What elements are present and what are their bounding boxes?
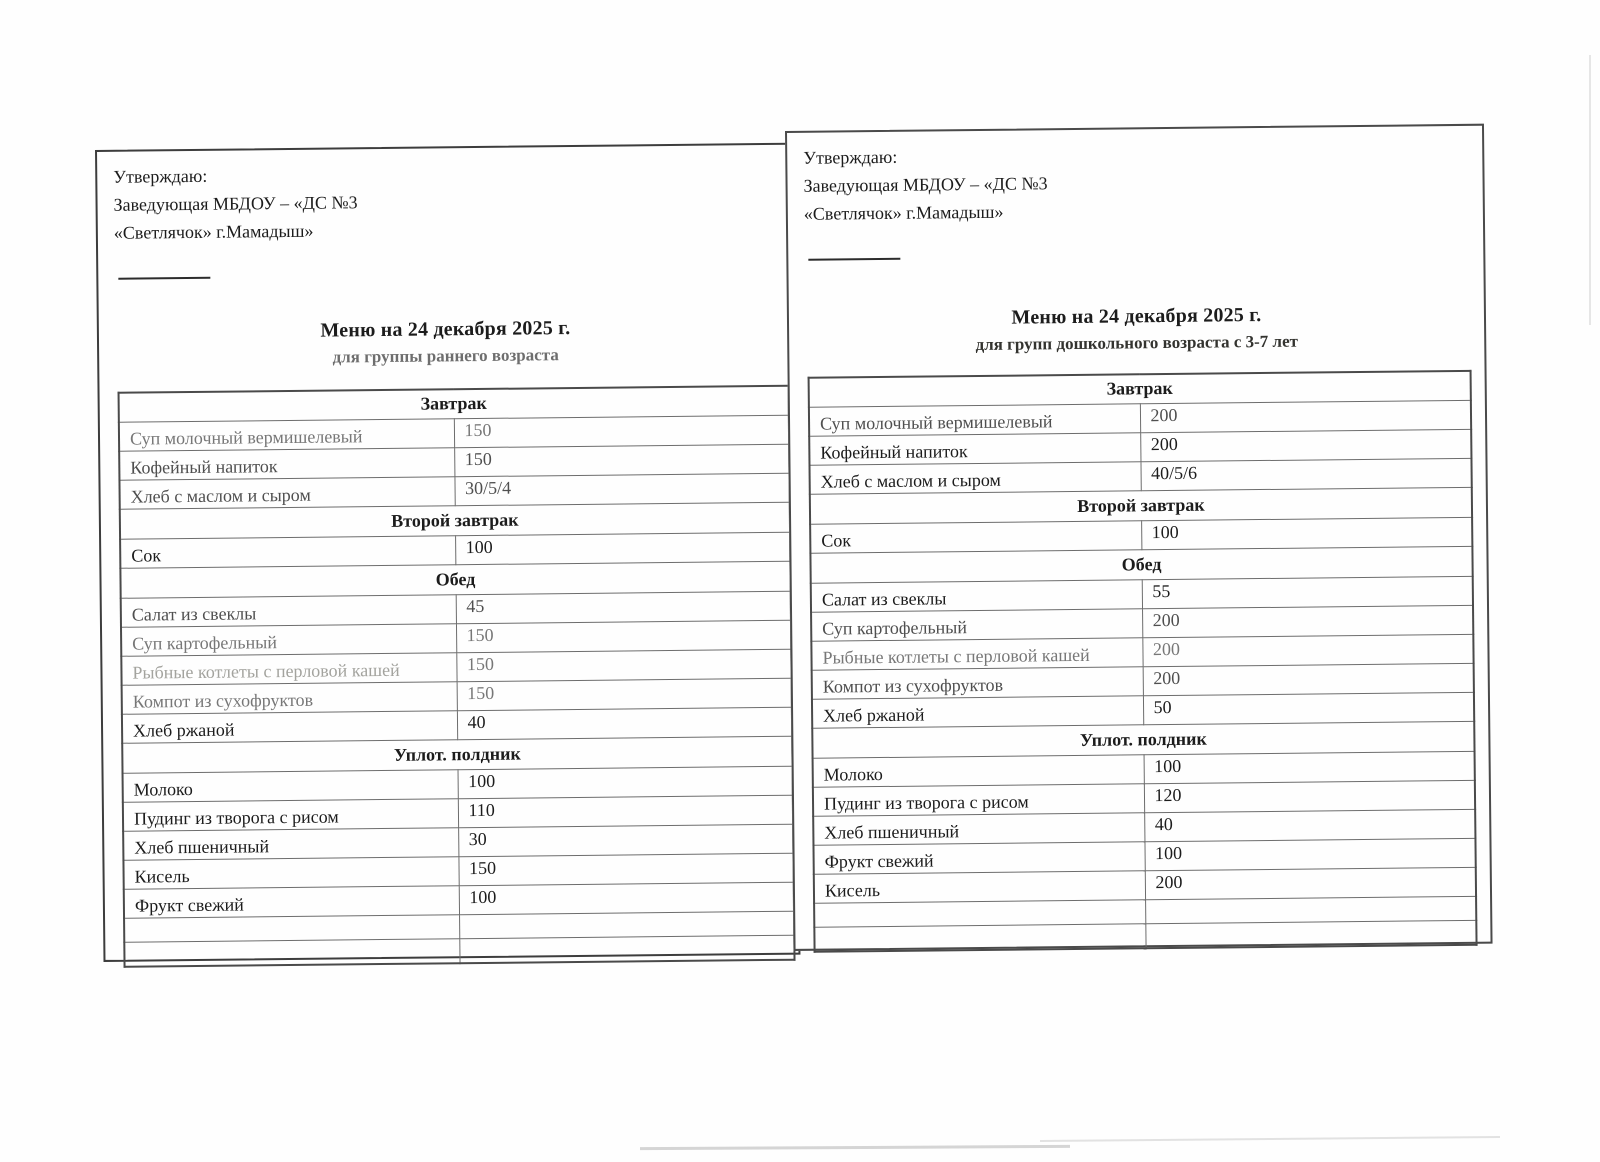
amount-cell: 100 bbox=[457, 766, 793, 799]
amount-cell: 150 bbox=[454, 444, 790, 477]
amount-cell: 200 bbox=[1139, 400, 1472, 433]
dish-cell: Хлеб с маслом и сыром bbox=[809, 461, 1141, 495]
dish-cell: Кофейный напиток bbox=[119, 447, 455, 481]
amount-cell bbox=[459, 935, 795, 963]
amount-cell: 200 bbox=[1142, 634, 1474, 667]
menu-subtitle: для групп дошкольного возраста с 3-7 лет bbox=[975, 331, 1299, 354]
dish-cell: Хлеб ржаной bbox=[811, 695, 1144, 729]
dish-cell bbox=[814, 923, 1146, 952]
menu-title: Меню на 24 декабря 2025 г. bbox=[1011, 303, 1262, 329]
dish-cell: Хлеб ржаной bbox=[121, 710, 458, 744]
amount-cell: 50 bbox=[1142, 692, 1475, 725]
dish-cell: Молоко bbox=[122, 769, 458, 803]
amount-cell bbox=[459, 911, 795, 939]
approval-block: Утверждаю: Заведующая МБДОУ – «ДС №3 «Св… bbox=[803, 138, 1483, 261]
dish-cell: Хлеб пшеничный bbox=[123, 827, 459, 861]
menu-title: Меню на 24 декабря 2025 г. bbox=[320, 316, 571, 342]
dish-cell: Фрукт свежий bbox=[813, 841, 1145, 875]
amount-cell: 150 bbox=[458, 853, 794, 886]
dish-cell: Фрукт свежий bbox=[123, 885, 460, 919]
dish-cell: Кисель bbox=[813, 870, 1146, 904]
amount-cell bbox=[1145, 920, 1477, 948]
approval-block: Утверждаю: Заведующая МБДОУ – «ДС №3 «Св… bbox=[113, 157, 791, 280]
dish-cell: Рыбные котлеты с перловой кашей bbox=[121, 652, 457, 686]
menu-table-early-age: Завтрак Суп молочный вермишелевый 150 Кофей… bbox=[117, 384, 796, 968]
dish-cell: Молоко bbox=[812, 754, 1144, 788]
menu-subtitle: для группы раннего возраста bbox=[332, 344, 559, 367]
amount-cell: 150 bbox=[456, 649, 792, 682]
amount-cell: 100 bbox=[1143, 751, 1475, 784]
amount-cell: 45 bbox=[455, 591, 791, 624]
amount-cell: 40 bbox=[456, 707, 793, 740]
scan-artifact-line bbox=[639, 1144, 1071, 1151]
approval-line: «Светлячок» г.Мамадыш» bbox=[113, 220, 314, 243]
amount-cell bbox=[1145, 896, 1477, 924]
approval-line: «Светлячок» г.Мамадыш» bbox=[803, 201, 1004, 224]
amount-cell: 150 bbox=[455, 620, 792, 653]
scan-artifact-line bbox=[1040, 1135, 1500, 1143]
amount-cell: 110 bbox=[457, 795, 794, 828]
menu-table-preschool: Завтрак Суп молочный вермишелевый 200 Кофей… bbox=[807, 369, 1478, 953]
amount-cell: 120 bbox=[1143, 780, 1476, 813]
amount-cell: 100 bbox=[455, 532, 791, 565]
menu-panel-early-age: Утверждаю: Заведующая МБДОУ – «ДС №3 «Св… bbox=[95, 142, 801, 968]
dish-cell: Рыбные котлеты с перловой кашей bbox=[811, 637, 1143, 671]
amount-cell: 150 bbox=[456, 678, 792, 711]
signature-line bbox=[118, 276, 211, 280]
dish-cell: Компот из сухофруктов bbox=[811, 666, 1143, 700]
dish-cell: Салат из свеклы bbox=[120, 594, 456, 628]
amount-cell: 40 bbox=[1144, 809, 1476, 842]
menu-title-block: Меню на 24 декабря 2025 г. для групп дош… bbox=[789, 301, 1484, 356]
dish-cell: Суп картофельный bbox=[811, 608, 1143, 642]
amount-cell: 30 bbox=[458, 824, 794, 857]
dish-cell: Суп картофельный bbox=[121, 623, 457, 657]
dish-cell: Сок bbox=[810, 520, 1142, 554]
dish-cell: Компот из сухофруктов bbox=[121, 681, 457, 715]
amount-cell: 200 bbox=[1142, 663, 1474, 696]
amount-cell: 200 bbox=[1140, 429, 1472, 462]
amount-cell: 40/5/6 bbox=[1140, 458, 1472, 491]
dish-cell bbox=[124, 938, 460, 967]
signature-line bbox=[808, 257, 901, 261]
dish-cell: Суп молочный вермишелевый bbox=[118, 418, 455, 452]
amount-cell: 200 bbox=[1144, 867, 1477, 900]
dish-cell: Суп молочный вермишелевый bbox=[808, 403, 1141, 437]
dish-cell: Кисель bbox=[123, 856, 459, 890]
amount-cell: 100 bbox=[1141, 517, 1473, 550]
dish-cell: Пудинг из творога с рисом bbox=[122, 798, 459, 832]
dish-cell bbox=[814, 899, 1146, 928]
amount-cell: 30/5/4 bbox=[454, 473, 790, 506]
dish-cell: Хлеб пшеничный bbox=[813, 812, 1145, 846]
amount-cell: 200 bbox=[1142, 605, 1474, 638]
amount-cell: 100 bbox=[458, 882, 795, 915]
dish-cell bbox=[124, 914, 460, 943]
dish-cell: Салат из свеклы bbox=[810, 579, 1143, 613]
dish-cell: Кофейный напиток bbox=[809, 432, 1141, 466]
scan-artifact-line bbox=[1589, 55, 1591, 325]
amount-cell: 150 bbox=[453, 415, 790, 448]
amount-cell: 55 bbox=[1141, 576, 1474, 609]
dish-cell: Хлеб с маслом и сыром bbox=[119, 476, 455, 510]
menu-panel-preschool: Утверждаю: Заведующая МБДОУ – «ДС №3 «Св… bbox=[785, 123, 1493, 953]
dish-cell: Сок bbox=[120, 535, 456, 569]
dish-cell: Пудинг из творога с рисом bbox=[812, 783, 1145, 817]
amount-cell: 100 bbox=[1144, 838, 1476, 871]
menu-title-block: Меню на 24 декабря 2025 г. для группы ра… bbox=[99, 314, 792, 369]
